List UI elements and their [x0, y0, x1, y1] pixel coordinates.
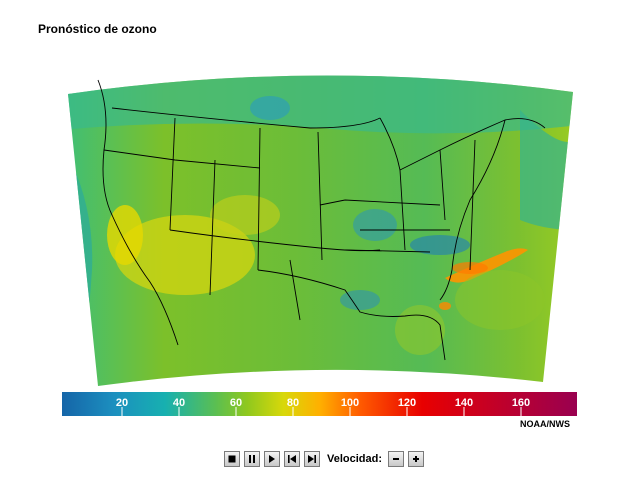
- speed-decrease-button[interactable]: [388, 451, 405, 467]
- colorbar-tick-label: 140: [455, 397, 473, 409]
- page-title: Pronóstico de ozono: [38, 22, 157, 36]
- ozone-color-scale: 20 40 60 80 100 120 140 160: [62, 392, 577, 416]
- step-forward-button[interactable]: [304, 451, 320, 467]
- stop-icon: [228, 455, 236, 463]
- pause-icon: [249, 455, 255, 463]
- play-button[interactable]: [264, 451, 280, 467]
- colorbar-tick-label: 60: [230, 397, 242, 409]
- play-icon: [269, 455, 275, 463]
- state-borders: [97, 79, 546, 361]
- colorbar-tick-label: 160: [512, 397, 530, 409]
- pause-button[interactable]: [244, 451, 260, 467]
- step-back-icon: [288, 455, 296, 463]
- step-forward-icon: [308, 455, 316, 463]
- colorbar-tick-label: 120: [398, 397, 416, 409]
- colorbar-tick-label: 100: [341, 397, 359, 409]
- colorbar-tick-label: 80: [287, 397, 299, 409]
- speed-increase-button[interactable]: [408, 451, 425, 467]
- step-back-button[interactable]: [284, 451, 300, 467]
- plus-icon: [413, 456, 420, 462]
- ozone-field: [68, 75, 573, 386]
- speed-label: Velocidad:: [327, 453, 383, 465]
- stop-button[interactable]: [224, 451, 240, 467]
- animation-controls: Velocidad:: [224, 450, 425, 468]
- colorbar-tick-label: 20: [116, 397, 128, 409]
- colorbar-tick-label: 40: [173, 397, 185, 409]
- credit-label: NOAA/NWS: [520, 419, 570, 429]
- minus-icon: [393, 458, 400, 460]
